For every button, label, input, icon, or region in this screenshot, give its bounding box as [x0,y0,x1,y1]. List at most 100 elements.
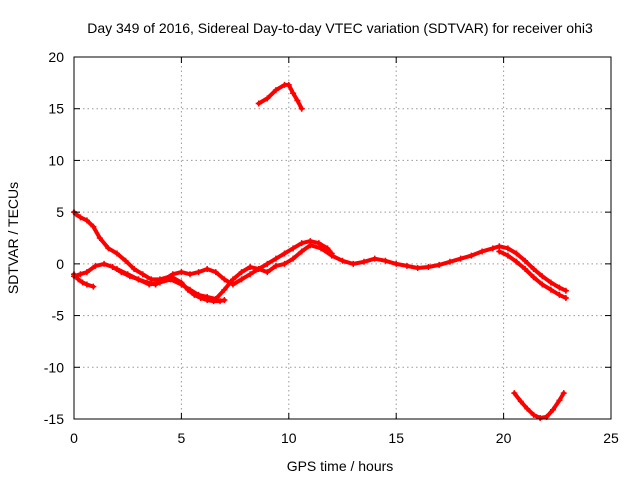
data-point [272,255,279,262]
data-point [178,269,185,276]
data-point [272,262,279,269]
data-point [539,273,546,280]
data-point [436,261,443,268]
data-point [513,258,520,265]
data-point [393,260,400,267]
data-point [382,257,389,264]
series-arc-7 [511,390,567,421]
data-point [105,245,112,252]
data-point [547,286,554,293]
data-point [79,279,86,286]
data-point [504,245,511,252]
data-point [83,269,90,276]
x-tick-label: 0 [70,430,78,446]
y-tick-label: 20 [48,49,64,65]
y-tick-label: 5 [56,204,64,220]
data-point [139,271,146,278]
x-tick-label: 15 [388,430,404,446]
data-point [195,291,202,298]
data-point [124,271,131,278]
data-point [92,262,99,269]
data-point [148,276,155,283]
data-point [169,271,176,278]
x-tick-label: 5 [178,430,186,446]
y-tick-label: 0 [56,256,64,272]
data-point [290,245,297,252]
data-point [255,266,262,273]
data-point [522,266,529,273]
data-point [511,390,518,397]
data-point [560,390,567,397]
data-point [113,250,120,257]
data-point [414,264,421,271]
data-point [167,276,174,283]
data-point [135,276,142,283]
data-point [264,95,271,102]
data-point [146,281,153,288]
data-point [156,279,163,286]
data-point [212,296,219,303]
data-point [217,298,224,305]
series-arc-3 [71,238,335,288]
data-point [83,281,90,288]
data-point [178,281,185,288]
data-point [221,276,228,283]
data-point [83,217,90,224]
data-point [504,252,511,259]
data-point [281,260,288,267]
data-point [556,397,563,404]
y-tick-label: -15 [44,411,64,427]
data-point [131,266,138,273]
data-point [489,245,496,252]
data-point [468,252,475,259]
data-point [496,243,503,250]
data-point [524,405,531,412]
data-point [264,269,271,276]
series-arc-5 [496,248,569,301]
series-line [256,82,304,111]
data-point [255,100,262,107]
data-point [479,248,486,255]
data-point [350,260,357,267]
data-point [513,250,520,257]
data-point [186,271,193,278]
data-point [522,257,529,264]
data-point [122,257,129,264]
data-point [281,250,288,257]
data-point [457,255,464,262]
data-point [556,291,563,298]
data-point [530,274,537,281]
y-tick-label: -5 [52,308,65,324]
plot-frame [73,56,612,420]
data-point [298,248,305,255]
data-point [290,90,297,97]
data-point [446,258,453,265]
data-point [360,258,367,265]
data-point [496,248,503,255]
data-point [238,276,245,283]
data-point [285,81,292,88]
data-point [221,297,228,304]
data-point [212,269,219,276]
data-point [109,263,116,270]
data-point [77,271,84,278]
data-point [539,281,546,288]
data-point [562,294,569,301]
data-point [101,260,108,267]
data-point [371,255,378,262]
series-line [497,249,568,300]
data-point [425,263,432,270]
chart-title: Day 349 of 2016, Sidereal Day-to-day VTE… [87,20,593,36]
y-tick-label: 10 [48,152,64,168]
data-point [530,411,537,418]
data-point [298,105,305,112]
data-point [204,293,211,300]
series-line [72,210,227,304]
data-point [229,276,236,283]
x-axis-label: GPS time / hours [287,458,394,474]
data-point [556,284,563,291]
data-point [298,240,305,247]
data-point [204,266,211,273]
data-point [290,255,297,262]
